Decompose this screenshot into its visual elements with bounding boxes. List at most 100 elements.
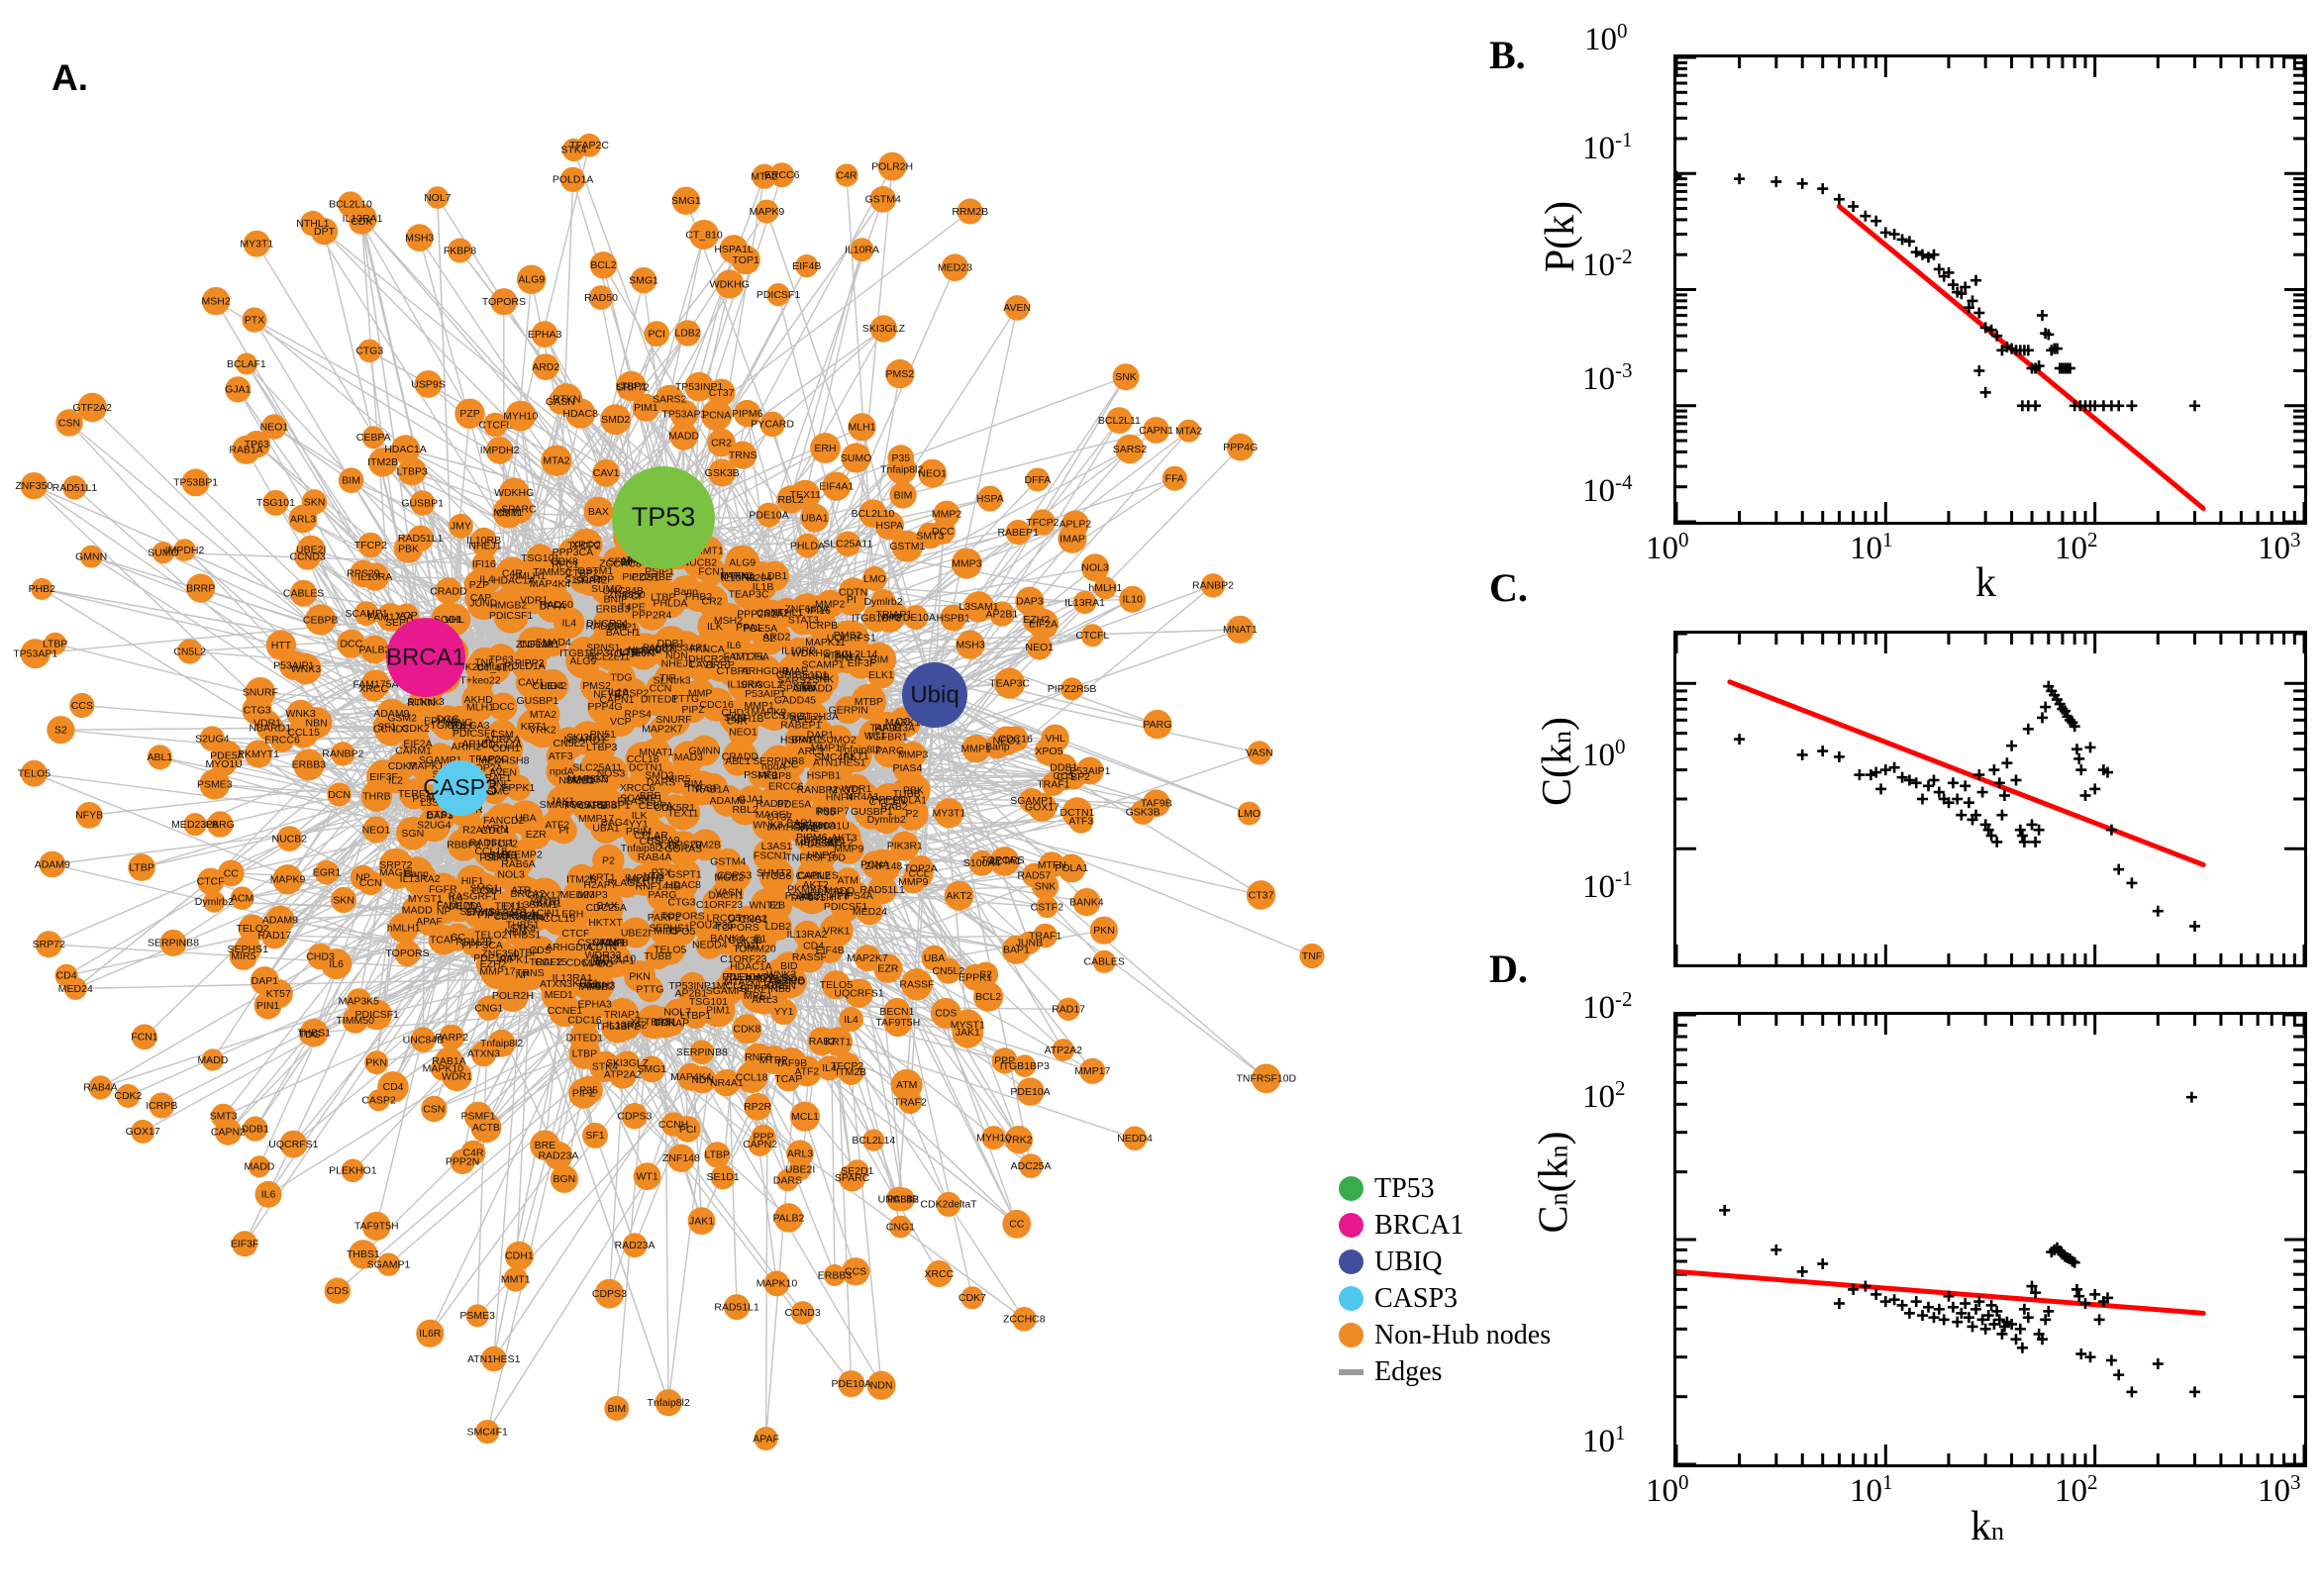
network-node[interactable] (795, 533, 820, 558)
network-node[interactable] (796, 859, 830, 893)
network-node[interactable] (620, 917, 652, 948)
network-node[interactable] (331, 742, 355, 766)
network-node[interactable] (708, 903, 740, 934)
network-node[interactable] (994, 667, 1026, 699)
network-node[interactable] (1299, 943, 1325, 969)
network-node[interactable] (717, 628, 751, 662)
network-node[interactable] (602, 547, 633, 576)
network-node[interactable] (654, 829, 686, 862)
network-node[interactable] (243, 230, 270, 257)
network-node[interactable] (1018, 1153, 1044, 1178)
network-node[interactable] (776, 1168, 799, 1192)
network-node[interactable] (79, 545, 103, 568)
network-node[interactable] (776, 485, 805, 514)
network-node[interactable] (149, 1092, 175, 1119)
network-node[interactable] (1226, 615, 1255, 644)
network-node[interactable] (504, 1241, 534, 1270)
network-node[interactable] (576, 971, 608, 1002)
network-node[interactable] (1049, 761, 1079, 791)
network-node[interactable] (567, 636, 602, 670)
network-node[interactable] (642, 738, 671, 767)
network-node[interactable] (421, 1095, 448, 1123)
network-node[interactable] (850, 238, 874, 262)
network-node[interactable] (891, 530, 924, 562)
network-node[interactable] (684, 371, 714, 402)
network-node[interactable] (885, 358, 915, 389)
network-node[interactable] (759, 888, 793, 922)
network-node[interactable] (751, 1124, 776, 1149)
network-node[interactable] (35, 931, 62, 958)
network-node[interactable] (873, 953, 903, 983)
network-node[interactable] (47, 716, 75, 745)
network-node[interactable] (376, 1252, 401, 1276)
network-node[interactable] (367, 1089, 390, 1112)
network-node[interactable] (582, 948, 614, 979)
network-node[interactable] (181, 468, 210, 497)
network-node[interactable] (44, 632, 67, 655)
network-node[interactable] (301, 489, 328, 515)
network-node[interactable] (201, 286, 231, 316)
network-node[interactable] (387, 703, 417, 733)
network-node[interactable] (627, 833, 657, 864)
network-node[interactable] (450, 1148, 475, 1175)
network-node[interactable] (655, 1389, 682, 1417)
network-node[interactable] (669, 399, 699, 429)
network-node[interactable] (755, 199, 779, 224)
network-node[interactable] (638, 1055, 665, 1083)
network-node[interactable] (935, 957, 961, 984)
network-node[interactable] (77, 392, 107, 423)
network-node[interactable] (715, 269, 745, 299)
network-node[interactable] (734, 399, 761, 428)
network-node[interactable] (729, 441, 758, 469)
network-node[interactable] (636, 1005, 671, 1040)
network-node[interactable] (238, 914, 267, 944)
network-node[interactable] (588, 285, 614, 310)
network-node[interactable] (55, 409, 83, 437)
network-node[interactable] (646, 673, 675, 703)
network-node[interactable] (1079, 1057, 1106, 1084)
network-node[interactable] (744, 922, 777, 955)
network-node[interactable] (627, 783, 656, 814)
network-node[interactable] (349, 1240, 378, 1269)
network-node[interactable] (821, 970, 852, 1000)
network-node[interactable] (956, 630, 985, 659)
network-node[interactable] (1002, 1209, 1032, 1239)
network-node[interactable] (349, 208, 375, 235)
network-hub-node-tp53[interactable] (612, 466, 715, 569)
network-node[interactable] (973, 981, 1004, 1012)
network-node[interactable] (20, 472, 48, 500)
network-node[interactable] (1080, 624, 1104, 648)
network-node[interactable] (674, 320, 701, 347)
network-node[interactable] (523, 890, 553, 919)
network-node[interactable] (627, 633, 662, 668)
network-node[interactable] (940, 604, 967, 632)
network-node[interactable] (279, 1130, 308, 1158)
network-node[interactable] (633, 1162, 661, 1191)
network-hub-node-ubiq[interactable] (902, 662, 967, 728)
network-node[interactable] (841, 1257, 870, 1286)
network-node[interactable] (854, 945, 881, 971)
network-node[interactable] (1093, 576, 1117, 600)
network-node[interactable] (305, 604, 337, 636)
network-node[interactable] (131, 1119, 155, 1144)
network-node[interactable] (757, 502, 781, 528)
network-node[interactable] (820, 638, 856, 674)
network-node[interactable] (1072, 590, 1097, 615)
network-node[interactable] (1026, 634, 1053, 660)
network-node[interactable] (689, 1040, 715, 1064)
network-node[interactable] (416, 1319, 445, 1347)
network-node[interactable] (869, 315, 898, 343)
network-node[interactable] (361, 999, 393, 1031)
network-node[interactable] (889, 481, 917, 509)
network-node[interactable] (695, 584, 729, 618)
network-node[interactable] (1143, 709, 1172, 740)
network-node[interactable] (1252, 1063, 1281, 1094)
network-node[interactable] (300, 210, 326, 237)
network-node[interactable] (152, 542, 174, 564)
network-hub-node-brca1[interactable] (386, 618, 465, 697)
network-node[interactable] (547, 785, 578, 817)
network-node[interactable] (637, 975, 663, 1003)
network-node[interactable] (414, 370, 443, 398)
network-node[interactable] (758, 857, 790, 889)
network-node[interactable] (357, 339, 382, 363)
